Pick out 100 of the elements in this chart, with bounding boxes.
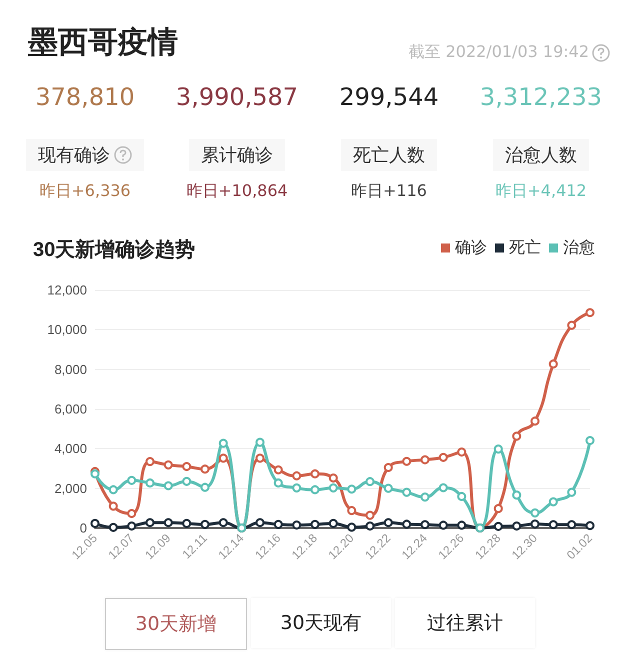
point xyxy=(438,452,448,462)
text: 截至 2022/01/03 19:42 xyxy=(408,42,589,63)
point xyxy=(494,522,503,531)
point xyxy=(164,518,173,528)
point xyxy=(384,484,393,493)
text: 30天新增 xyxy=(105,598,247,650)
point xyxy=(366,510,374,520)
text: 死亡人数 xyxy=(353,144,425,167)
text: 昨日+4,412 xyxy=(494,181,588,202)
chart-title: 30天新增确诊趋势 xyxy=(33,238,196,261)
y-tick-label: 6,000 xyxy=(54,402,87,416)
point xyxy=(218,438,228,448)
point xyxy=(182,476,192,486)
point xyxy=(438,520,448,530)
point xyxy=(274,520,283,529)
point xyxy=(328,518,338,528)
point xyxy=(182,462,192,472)
point xyxy=(457,448,466,457)
point xyxy=(256,438,264,447)
point xyxy=(108,485,118,494)
point xyxy=(567,488,576,497)
point xyxy=(200,482,210,492)
point xyxy=(548,497,558,506)
point xyxy=(347,484,356,494)
point xyxy=(402,520,412,529)
text: 治愈人数 xyxy=(505,144,577,167)
point xyxy=(292,483,302,492)
point xyxy=(292,471,302,480)
point xyxy=(530,520,540,529)
point xyxy=(530,508,540,518)
text: 3,312,233 xyxy=(478,82,604,113)
point xyxy=(347,522,356,532)
y-tick-label: 4,000 xyxy=(54,441,87,456)
point xyxy=(274,478,283,488)
point xyxy=(146,457,154,466)
point xyxy=(494,504,503,514)
point xyxy=(127,476,136,485)
point xyxy=(438,483,448,492)
point xyxy=(127,509,136,518)
point xyxy=(512,432,522,441)
legend-label: 治愈 xyxy=(563,238,595,256)
point xyxy=(530,416,540,426)
point xyxy=(366,477,374,486)
y-tick-label: 2,000 xyxy=(54,480,87,496)
point xyxy=(200,464,210,474)
point xyxy=(108,502,118,511)
point xyxy=(310,485,320,494)
point xyxy=(292,520,302,530)
text: 378,810 xyxy=(34,82,136,113)
point xyxy=(218,454,228,463)
point xyxy=(200,520,210,529)
point xyxy=(586,521,594,530)
point xyxy=(328,474,338,483)
point xyxy=(402,456,412,466)
point xyxy=(90,469,100,478)
legend-label: 死亡 xyxy=(509,238,541,256)
point xyxy=(108,522,118,532)
point xyxy=(146,478,154,488)
point xyxy=(420,492,430,502)
point xyxy=(182,518,192,528)
text: 墨西哥疫情 xyxy=(28,24,178,62)
point xyxy=(384,518,393,528)
point xyxy=(548,520,558,530)
text: 30天现有 xyxy=(251,598,391,648)
point xyxy=(384,463,393,472)
point xyxy=(256,518,264,528)
point xyxy=(494,444,503,454)
point xyxy=(90,518,100,528)
point xyxy=(420,455,430,464)
text: 累计确诊 xyxy=(201,144,273,167)
point xyxy=(586,308,594,318)
text: 昨日+10,864 xyxy=(185,181,289,202)
point xyxy=(586,436,594,446)
point xyxy=(310,520,320,529)
y-tick-label: 0 xyxy=(80,520,87,536)
point xyxy=(274,465,283,474)
text: 3,990,587 xyxy=(174,82,300,113)
point xyxy=(218,518,228,528)
legend-label: 确诊 xyxy=(454,240,487,256)
point xyxy=(548,359,558,368)
point xyxy=(402,488,412,497)
point xyxy=(512,522,522,531)
point xyxy=(127,522,136,531)
point xyxy=(420,520,430,530)
y-tick-label: 8,000 xyxy=(54,362,87,377)
point xyxy=(457,520,466,530)
point xyxy=(347,506,356,516)
y-tick-label: 10,000 xyxy=(47,322,87,338)
text: 过往累计 xyxy=(395,598,535,648)
y-tick-label: 12,000 xyxy=(47,282,87,298)
point xyxy=(328,483,338,492)
point xyxy=(256,454,264,463)
text: 现有确诊 xyxy=(38,144,110,167)
text: 昨日+116 xyxy=(350,181,428,202)
text: 昨日+6,336 xyxy=(38,181,132,202)
text: 299,544 xyxy=(338,82,440,113)
point xyxy=(146,518,154,528)
point xyxy=(164,481,173,490)
point xyxy=(512,490,522,500)
point xyxy=(567,520,576,530)
